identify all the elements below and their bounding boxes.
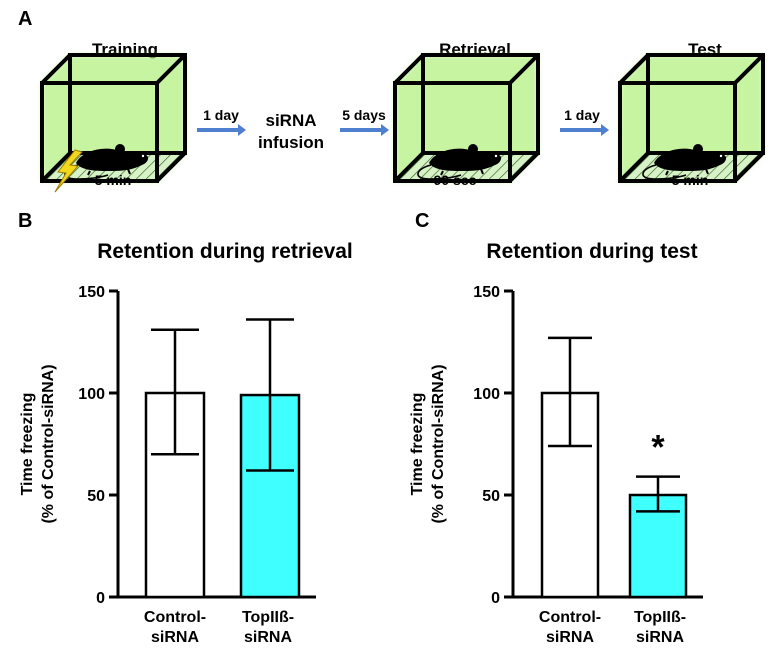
y-axis-label: Time freezing	[409, 393, 426, 496]
y-tick-label: 50	[482, 488, 500, 505]
y-tick-label: 150	[78, 284, 105, 301]
retrieval-duration: 90 sec	[433, 172, 477, 188]
panel-c-letter: C	[415, 210, 430, 232]
arrow-icon	[197, 124, 246, 136]
y-axis-label: (% of Control-siRNA)	[430, 364, 447, 523]
panel-a-letter: A	[18, 8, 33, 30]
lightning-bolt-icon	[54, 149, 83, 193]
test-cage	[620, 55, 763, 181]
arrow-icon	[560, 124, 609, 136]
arrow-icon	[340, 124, 389, 136]
test-duration: 5 min	[671, 172, 709, 188]
significance-marker: *	[651, 429, 665, 467]
y-tick-label: 0	[491, 590, 500, 607]
chart-retrieval: 0 50 100 150 Time freezing (% of Control-siRN…	[19, 284, 316, 607]
y-tick-label: 50	[87, 488, 105, 505]
protocol-schematic	[0, 0, 779, 193]
infusion-label: siRNA infusion	[257, 111, 325, 152]
retrieval-cage	[395, 55, 538, 181]
chart-title-test: Retention during test	[486, 240, 698, 263]
panel-b-letter: B	[18, 210, 33, 232]
y-axis-label: Time freezing	[19, 393, 36, 496]
category-label: Control-siRNA	[538, 609, 602, 646]
arrow-label-3: 1 day	[564, 107, 600, 123]
y-axis-label: (% of Control-siRNA)	[40, 364, 57, 523]
y-tick-label: 150	[473, 284, 500, 301]
chart-test: 0 50 100 150 Time freezing (% of Control-siRN…	[409, 284, 703, 607]
arrow-label-2: 5 days	[342, 107, 386, 123]
y-tick-label: 100	[78, 386, 105, 403]
chart-title-retrieval: Retention during retrieval	[97, 240, 353, 263]
training-cage	[42, 55, 185, 181]
category-label: TopIIß-siRNA	[633, 609, 687, 646]
arrow-label-1: 1 day	[203, 107, 239, 123]
training-duration: 5 min	[94, 172, 132, 188]
y-tick-label: 100	[473, 386, 500, 403]
category-label: TopIIß-siRNA	[241, 609, 295, 646]
y-tick-label: 0	[96, 590, 105, 607]
category-label: Control-siRNA	[143, 609, 207, 646]
